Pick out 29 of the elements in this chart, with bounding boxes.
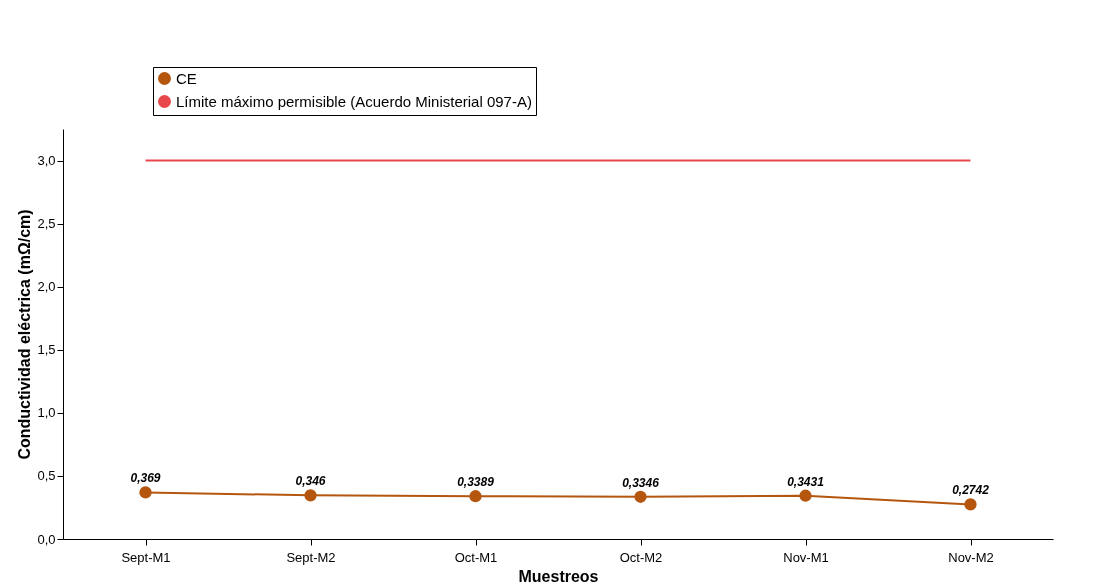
x-tick-label: Oct-M1 [454,549,498,565]
point [304,489,317,502]
x-tick-label: Nov-M1 [783,549,829,565]
legend-label: CE [176,69,197,87]
y-tick-label: 2,0 [37,279,56,295]
y-tick-label: 2,5 [37,216,56,232]
y-tick-label: 0,5 [37,468,56,484]
x-tick-label: Nov-M2 [948,549,994,565]
x-tick-label: Sept-M1 [121,549,171,565]
x-tick-label: Sept-M2 [286,549,336,565]
data-label: 0,3431 [787,474,825,489]
data-label: 0,2742 [952,483,990,498]
data-label: 0,346 [295,474,326,489]
point [634,490,647,503]
data-label: 0,3346 [622,475,660,490]
x-axis-title: Muestreos [518,567,599,585]
legend-label: Límite máximo permisible (Acuerdo Ministerial 097-A) [176,92,532,110]
point [964,498,977,511]
y-tick-label: 0,0 [37,531,56,547]
x-tick-label: Oct-M2 [619,549,663,565]
point [469,490,482,503]
y-axis-title: Conductividad eléctrica (mΩ/cm) [16,209,34,460]
point [799,489,812,502]
y-tick-label: 3,0 [37,153,56,169]
y-tick-label: 1,5 [37,342,56,358]
data-label: 0,3389 [457,475,495,490]
data-label: 0,369 [130,471,161,486]
y-tick-label: 1,0 [37,405,56,421]
point [139,486,152,499]
